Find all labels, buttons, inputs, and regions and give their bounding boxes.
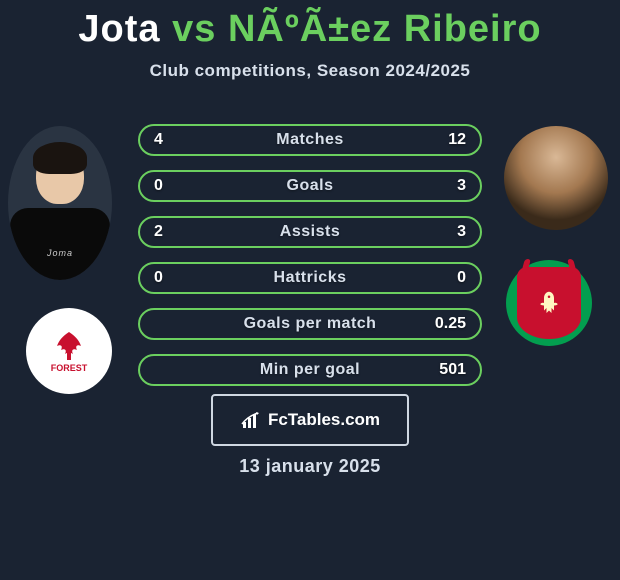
stat-right-value: 3 <box>457 223 466 241</box>
fctables-logo-icon <box>240 410 262 430</box>
snapshot-date: 13 january 2025 <box>239 456 381 477</box>
comparison-title: Jota vs NÃºÃ±ez Ribeiro <box>0 0 620 51</box>
stat-left-value: 2 <box>154 223 163 241</box>
player1-club-badge: FOREST <box>26 308 112 394</box>
stats-container: 4 Matches 12 0 Goals 3 2 Assists 3 0 Hat… <box>138 124 482 400</box>
stat-label: Hattricks <box>274 269 347 287</box>
stat-right-value: 0.25 <box>435 315 466 333</box>
stat-left-value: 0 <box>154 177 163 195</box>
liverpool-badge-icon <box>517 267 581 339</box>
stat-right-value: 12 <box>448 131 466 149</box>
stat-row-assists: 2 Assists 3 <box>138 216 482 248</box>
stat-right-value: 501 <box>439 361 466 379</box>
stat-label: Goals <box>287 177 334 195</box>
forest-badge-icon: FOREST <box>49 330 89 373</box>
player2-club-badge <box>506 260 592 346</box>
competition-subtitle: Club competitions, Season 2024/2025 <box>0 61 620 81</box>
stat-row-min-per-goal: Min per goal 501 <box>138 354 482 386</box>
stat-right-value: 3 <box>457 177 466 195</box>
stat-row-hattricks: 0 Hattricks 0 <box>138 262 482 294</box>
player1-avatar: Joma <box>8 126 112 280</box>
stat-row-goals: 0 Goals 3 <box>138 170 482 202</box>
player1-name: Jota <box>78 8 160 50</box>
stat-row-goals-per-match: Goals per match 0.25 <box>138 308 482 340</box>
stat-label: Assists <box>280 223 340 241</box>
stat-right-value: 0 <box>457 269 466 287</box>
stat-label: Goals per match <box>244 315 377 333</box>
stat-label: Min per goal <box>260 361 360 379</box>
vs-label: vs <box>172 8 216 50</box>
branding-text: FcTables.com <box>268 410 380 430</box>
stat-label: Matches <box>276 131 344 149</box>
player2-name: NÃºÃ±ez Ribeiro <box>228 8 542 50</box>
player2-avatar <box>504 126 608 230</box>
stat-row-matches: 4 Matches 12 <box>138 124 482 156</box>
branding-box[interactable]: FcTables.com <box>211 394 409 446</box>
stat-left-value: 4 <box>154 131 163 149</box>
stat-left-value: 0 <box>154 269 163 287</box>
